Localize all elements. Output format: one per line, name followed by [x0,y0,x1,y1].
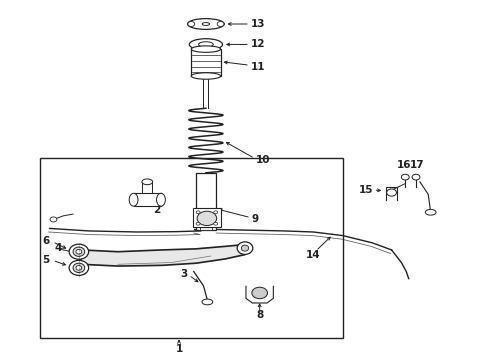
Circle shape [252,287,268,299]
Ellipse shape [202,299,213,305]
Ellipse shape [425,210,436,215]
Circle shape [214,211,218,214]
Ellipse shape [217,22,224,27]
Polygon shape [81,244,245,266]
Text: 13: 13 [251,19,266,29]
Ellipse shape [69,260,89,275]
Text: 5: 5 [42,255,49,265]
Bar [191,49,220,76]
Ellipse shape [191,73,220,79]
Circle shape [412,174,420,180]
Ellipse shape [73,247,85,256]
Text: 10: 10 [256,155,270,165]
Text: 12: 12 [251,40,266,49]
Ellipse shape [76,249,82,254]
Ellipse shape [157,193,165,206]
Ellipse shape [188,19,224,30]
Ellipse shape [191,46,220,52]
Bar [193,208,220,227]
Text: 11: 11 [251,62,266,72]
Text: 8: 8 [256,310,263,320]
Circle shape [387,189,396,196]
Circle shape [197,211,217,226]
Circle shape [50,217,57,222]
Text: 6: 6 [42,236,49,246]
Ellipse shape [69,244,89,259]
Text: 14: 14 [306,250,321,260]
Polygon shape [246,286,273,303]
Ellipse shape [129,193,138,206]
Bar [40,158,343,338]
Ellipse shape [198,42,213,47]
Bar [200,216,212,230]
Text: 15: 15 [359,185,373,195]
Ellipse shape [142,179,153,185]
Bar [196,173,216,230]
Bar [134,193,161,206]
Text: 16: 16 [397,160,412,170]
Text: 7: 7 [209,188,217,198]
Ellipse shape [76,266,82,270]
Ellipse shape [188,22,195,27]
Text: 17: 17 [410,160,424,170]
Text: 9: 9 [252,215,259,224]
Circle shape [214,222,218,225]
Ellipse shape [73,263,85,273]
Ellipse shape [237,242,253,255]
Circle shape [401,174,409,180]
Text: 3: 3 [181,269,188,279]
Text: 4: 4 [55,243,62,253]
Circle shape [196,211,200,214]
Ellipse shape [189,39,222,50]
Ellipse shape [202,23,210,26]
Ellipse shape [242,245,248,251]
Text: 2: 2 [153,206,161,216]
Circle shape [196,222,200,225]
Text: 1: 1 [175,343,183,354]
